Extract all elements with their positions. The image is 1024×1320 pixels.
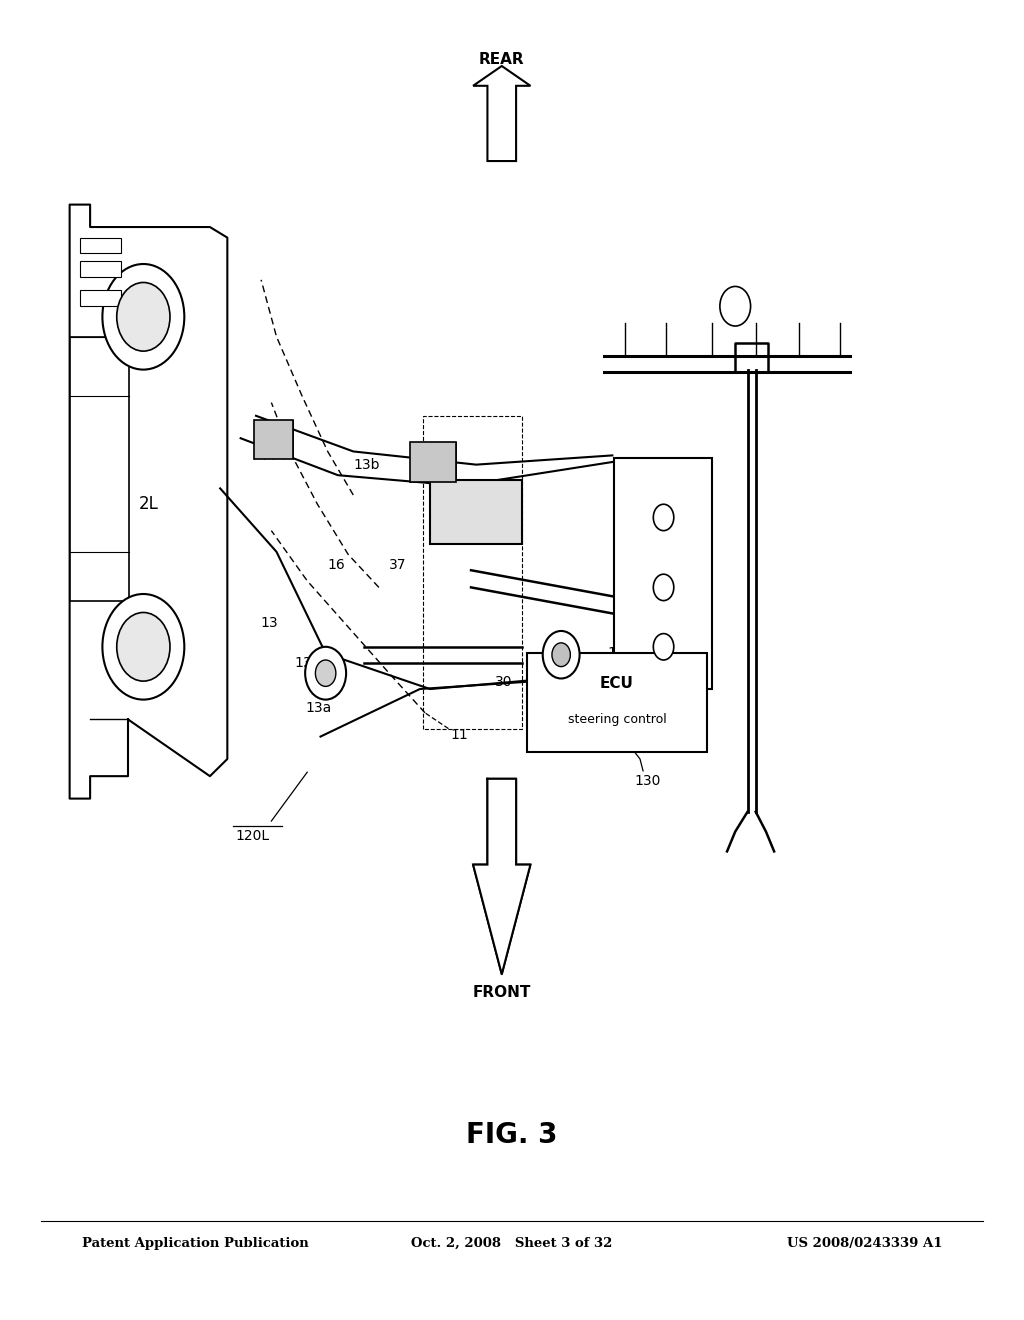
Text: 13a: 13a xyxy=(305,701,332,714)
Text: 13c: 13c xyxy=(295,656,321,669)
Bar xyxy=(70,337,129,601)
FancyBboxPatch shape xyxy=(527,653,707,752)
Polygon shape xyxy=(473,779,530,974)
Bar xyxy=(80,261,121,277)
Circle shape xyxy=(720,286,751,326)
Text: 17: 17 xyxy=(550,667,567,680)
Text: 37: 37 xyxy=(388,558,407,572)
Circle shape xyxy=(543,631,580,678)
Text: 120L: 120L xyxy=(236,829,269,842)
Polygon shape xyxy=(473,66,530,161)
Bar xyxy=(614,458,712,689)
Text: 16: 16 xyxy=(327,558,345,572)
Circle shape xyxy=(653,634,674,660)
Text: REAR: REAR xyxy=(479,51,524,67)
Text: 130: 130 xyxy=(635,775,662,788)
Text: US 2008/0243339 A1: US 2008/0243339 A1 xyxy=(786,1237,942,1250)
Bar xyxy=(80,290,121,306)
Bar xyxy=(254,420,293,459)
Text: 12: 12 xyxy=(607,647,625,660)
Circle shape xyxy=(117,282,170,351)
Text: 13: 13 xyxy=(261,616,279,630)
Text: ECU: ECU xyxy=(600,676,634,690)
Circle shape xyxy=(315,660,336,686)
Circle shape xyxy=(102,594,184,700)
Text: Oct. 2, 2008   Sheet 3 of 32: Oct. 2, 2008 Sheet 3 of 32 xyxy=(412,1237,612,1250)
Text: 30: 30 xyxy=(495,676,513,689)
Bar xyxy=(430,480,522,544)
Text: 11: 11 xyxy=(451,729,468,742)
Circle shape xyxy=(117,612,170,681)
Bar xyxy=(80,238,121,253)
Circle shape xyxy=(653,574,674,601)
Text: Patent Application Publication: Patent Application Publication xyxy=(82,1237,308,1250)
Circle shape xyxy=(305,647,346,700)
Text: FRONT: FRONT xyxy=(472,985,531,1001)
Text: FIG. 3: FIG. 3 xyxy=(466,1121,558,1150)
Text: steering control: steering control xyxy=(567,713,667,726)
Text: 13b: 13b xyxy=(353,458,380,471)
Bar xyxy=(410,442,456,482)
Circle shape xyxy=(102,264,184,370)
Circle shape xyxy=(653,504,674,531)
Text: 2L: 2L xyxy=(138,495,159,513)
Circle shape xyxy=(552,643,570,667)
